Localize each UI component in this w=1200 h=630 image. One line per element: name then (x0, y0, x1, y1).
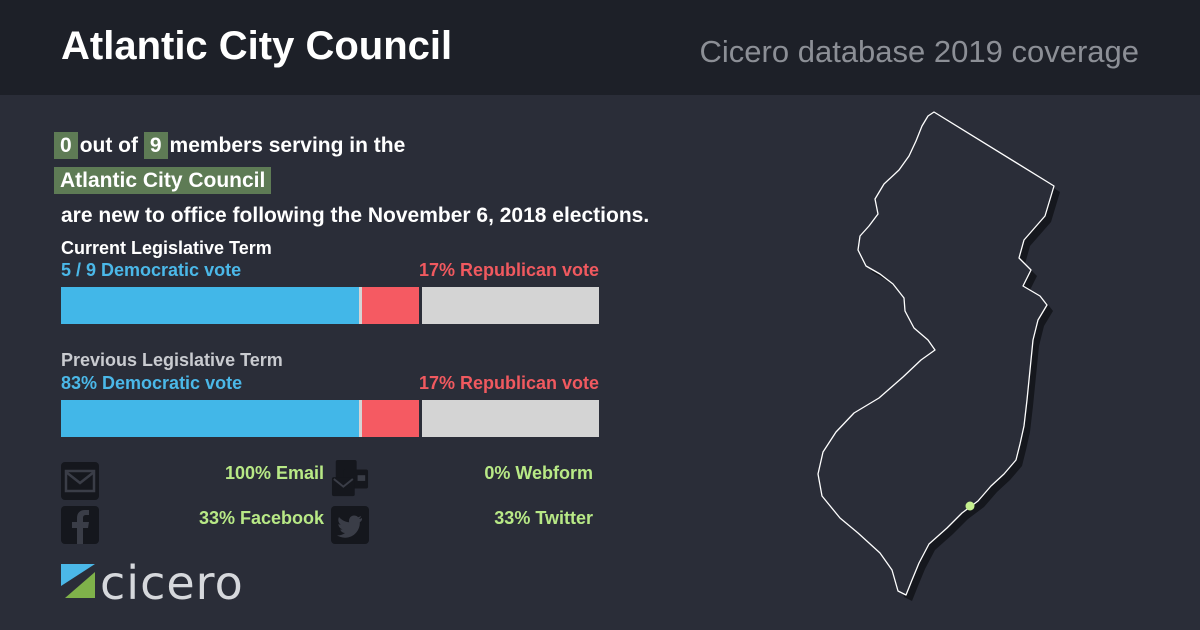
headline-tail-text: are new to office following the November… (61, 204, 650, 227)
twitter-icon (331, 506, 369, 544)
headline-row-3: are new to office following the November… (54, 198, 649, 233)
current-term-title: Current Legislative Term (61, 238, 272, 258)
previous-dem-segment (61, 400, 359, 437)
cicero-logo-text: cicero (100, 556, 244, 610)
page-subtitle: Cicero database 2019 coverage (699, 34, 1139, 69)
email-icon (61, 462, 99, 500)
total-member-count: 9 (143, 132, 168, 159)
previous-dem-label: 83% Democratic vote (61, 373, 243, 393)
headline-row-2: Atlantic City Council (54, 163, 649, 198)
twitter-percent: 33% Twitter (494, 508, 593, 528)
previous-term-bar (61, 400, 599, 437)
email-percent: 100% Email (224, 463, 324, 483)
page-title: Atlantic City Council (61, 24, 453, 68)
headline-out-of: out of (79, 134, 138, 157)
atlantic-city-marker (965, 501, 975, 511)
current-dem-label: 5 / 9 Democratic vote (61, 260, 242, 280)
cicero-logo-icon (61, 564, 95, 598)
headline-row-1: 0 out of 9 members serving in the (54, 128, 649, 163)
header-bar: Atlantic City Council Cicero database 20… (0, 0, 1200, 95)
new-jersey-map (817, 111, 1060, 601)
webform-percent: 0% Webform (484, 463, 593, 483)
current-rep-segment (362, 287, 422, 324)
new-jersey-outline (817, 111, 1055, 596)
current-term-bar (61, 287, 599, 324)
facebook-percent: 33% Facebook (198, 508, 324, 528)
current-rep-label: 17% Republican vote (418, 260, 599, 280)
previous-term-title: Previous Legislative Term (61, 350, 283, 370)
headline: 0 out of 9 members serving in the Atlantic… (54, 128, 649, 233)
current-dem-segment (61, 287, 359, 324)
headline-members-text: members serving in the (169, 134, 406, 157)
previous-rep-segment (362, 400, 422, 437)
new-member-count: 0 (54, 132, 78, 159)
body-name: Atlantic City Council (54, 167, 272, 194)
webform-icon (331, 460, 369, 497)
previous-rep-label: 17% Republican vote (418, 373, 599, 393)
facebook-icon (61, 506, 99, 544)
